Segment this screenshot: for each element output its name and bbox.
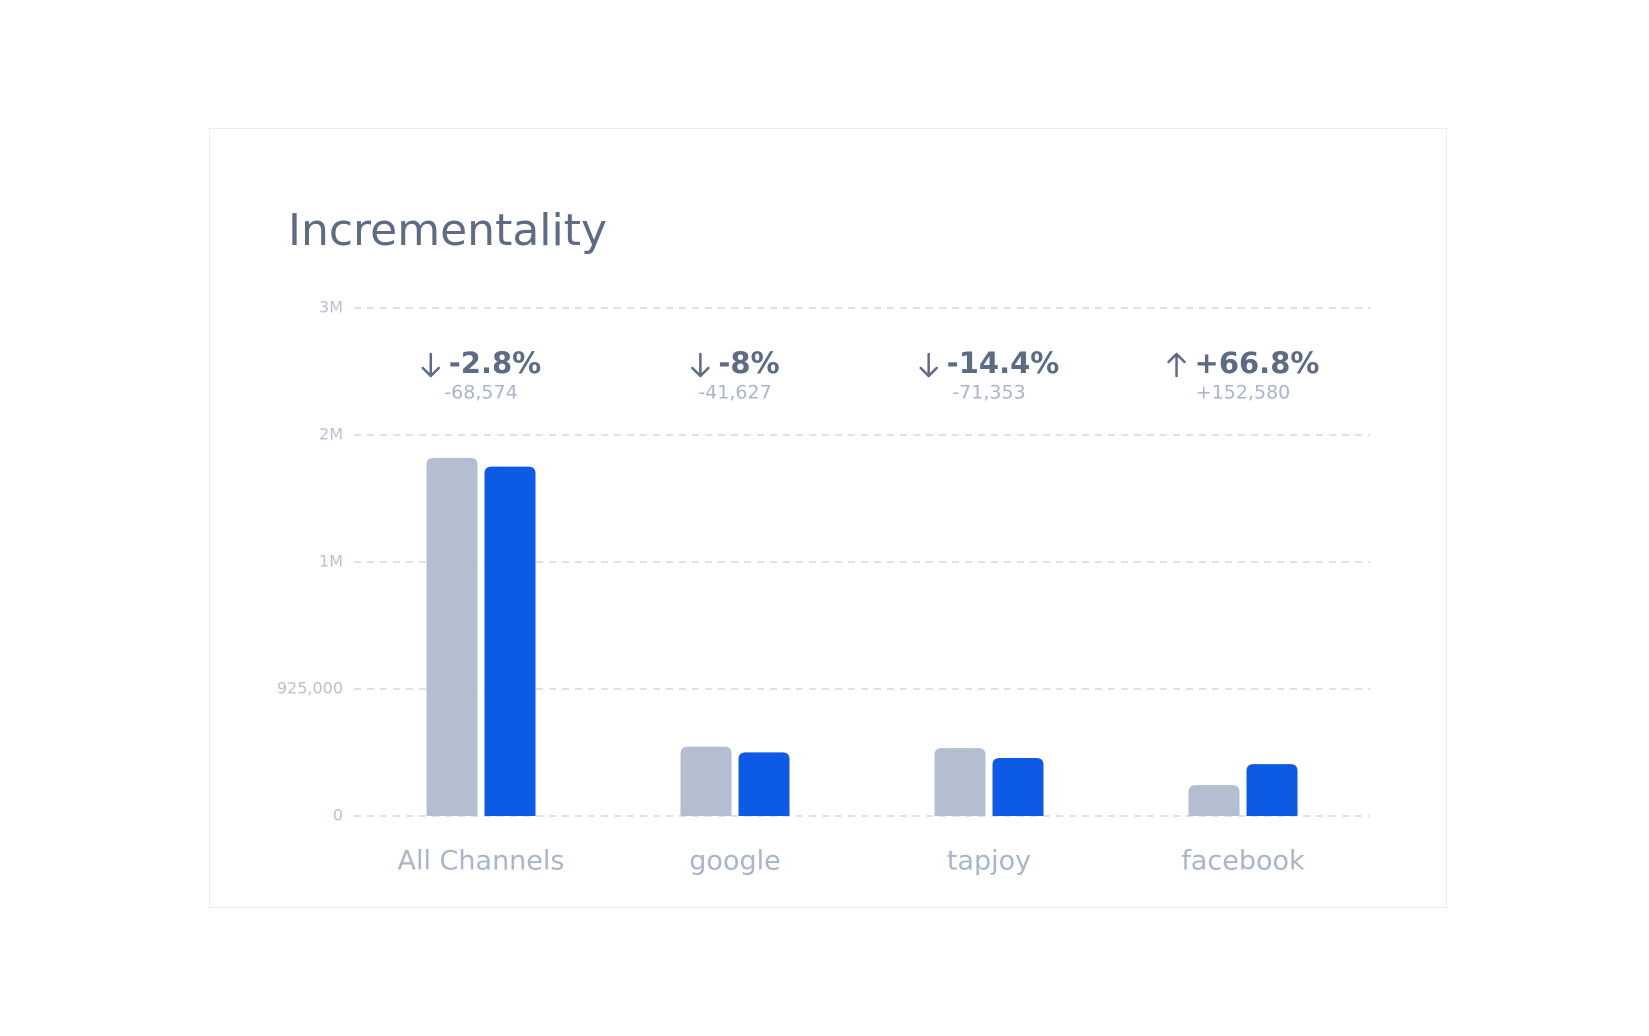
bar [426, 457, 478, 816]
delta-label: +152,580 [1196, 382, 1291, 404]
trend-arrow [919, 352, 938, 378]
change-label: -14.4% [947, 346, 1060, 380]
y-tick-label: 1M [319, 552, 343, 571]
delta-label: -41,627 [698, 382, 771, 404]
trend-arrow [421, 352, 441, 378]
x-tick-label: facebook [1181, 846, 1305, 877]
trend-arrow [1167, 352, 1186, 378]
x-tick-label: tapjoy [947, 846, 1031, 877]
change-label: -8% [718, 346, 779, 380]
y-tick-label: 2M [319, 425, 343, 444]
bar [484, 466, 536, 816]
bar [934, 748, 986, 816]
change-label: +66.8% [1195, 346, 1320, 380]
card [209, 128, 1447, 908]
bar [1246, 764, 1298, 816]
delta-label: -71,353 [952, 382, 1025, 404]
delta-label: -68,574 [444, 382, 517, 404]
change-label: -2.8% [449, 346, 541, 380]
y-tick-label: 0 [333, 806, 343, 825]
chart-title: Incrementality [288, 205, 607, 256]
bar [680, 746, 732, 816]
trend-arrow [691, 352, 710, 378]
bar [738, 752, 790, 816]
x-tick-label: All Channels [398, 846, 565, 877]
y-tick-label: 3M [319, 298, 343, 317]
bar [1188, 785, 1240, 816]
y-tick-label: 925,000 [277, 679, 343, 698]
bar [992, 757, 1044, 816]
x-tick-label: google [689, 846, 780, 877]
